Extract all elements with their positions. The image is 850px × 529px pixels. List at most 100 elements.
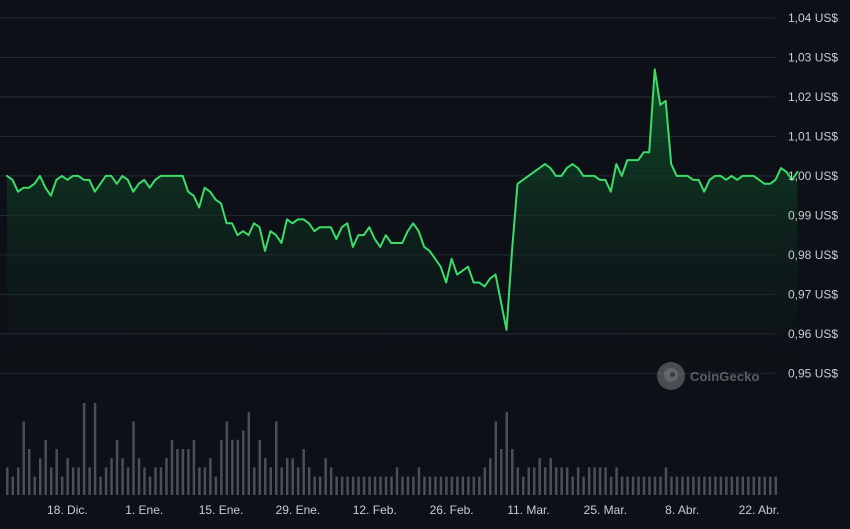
- x-tick-label: 26. Feb.: [430, 503, 474, 517]
- volume-bar: [681, 476, 684, 495]
- volume-bar: [269, 467, 272, 495]
- volume-bar: [93, 403, 97, 495]
- volume-bar: [165, 458, 168, 495]
- volume-bar: [505, 412, 509, 495]
- volume-bar: [725, 476, 728, 495]
- x-tick-label: 22. Abr.: [739, 503, 780, 517]
- volume-bar: [582, 476, 585, 495]
- volume-bar: [560, 467, 563, 495]
- volume-bar: [307, 467, 311, 495]
- volume-bar: [335, 476, 338, 495]
- volume-bar: [247, 412, 251, 495]
- price-line[interactable]: [6, 68, 799, 331]
- coingecko-watermark: CoinGecko: [657, 362, 760, 390]
- volume-bar: [154, 467, 157, 495]
- y-tick-label: 1,03 US$: [788, 50, 838, 64]
- volume-bar: [549, 458, 552, 495]
- volume-bar: [736, 476, 739, 495]
- volume-bar: [598, 467, 602, 495]
- x-tick-label: 11. Mar.: [507, 503, 549, 517]
- volume-bar: [494, 421, 498, 495]
- volume-bar: [170, 439, 174, 495]
- y-tick-label: 1,00 US$: [788, 169, 838, 183]
- volume-bar: [11, 476, 14, 495]
- volume-bar: [758, 476, 761, 495]
- volume-bar: [88, 467, 91, 495]
- volume-bar: [571, 476, 574, 495]
- x-tick-label: 25. Mar.: [584, 503, 627, 517]
- volume-bar: [104, 467, 108, 495]
- volume-bar: [637, 476, 640, 495]
- price-line-group[interactable]: [6, 68, 799, 331]
- volume-bar: [456, 476, 459, 495]
- volume-bar: [192, 439, 196, 495]
- x-tick-label: 8. Abr.: [665, 503, 699, 517]
- volume-bar: [351, 476, 355, 495]
- volume-bar: [670, 476, 673, 495]
- watermark-text: CoinGecko: [690, 368, 760, 384]
- volume-bar: [66, 458, 69, 495]
- volume-bar: [264, 458, 267, 495]
- volume-bar: [296, 467, 300, 495]
- volume-bar: [769, 476, 772, 495]
- y-tick-label: 0,96 US$: [788, 327, 838, 341]
- volume-bar: [110, 458, 113, 495]
- volume-bar: [489, 458, 492, 495]
- volume-bar: [516, 467, 520, 495]
- volume-bar: [741, 476, 745, 495]
- volume-bar: [412, 476, 415, 495]
- volume-bar: [115, 439, 119, 495]
- volume-bar: [675, 476, 679, 495]
- volume-bar: [77, 467, 80, 495]
- volume-bar: [390, 476, 393, 495]
- volume-bar: [6, 467, 9, 495]
- x-tick-label: 29. Ene.: [276, 503, 321, 517]
- volume-bar: [719, 476, 723, 495]
- volume-bar: [417, 467, 421, 495]
- volume-bar: [253, 467, 256, 495]
- x-tick-label: 12. Feb.: [353, 503, 397, 517]
- volume-bar: [176, 449, 179, 495]
- volume-bar: [472, 476, 476, 495]
- volume-bar: [181, 449, 185, 495]
- volume-bar: [384, 476, 388, 495]
- volume-bar: [143, 467, 146, 495]
- volume-bar: [763, 476, 767, 495]
- volume-bar: [543, 467, 547, 495]
- volume-bar: [659, 476, 662, 495]
- volume-bar: [187, 449, 190, 495]
- x-tick-label: 15. Ene.: [199, 503, 244, 517]
- y-axis-labels: 1,04 US$ 1,03 US$ 1,02 US$ 1,01 US$ 1,00 US$…: [788, 11, 838, 380]
- volume-bar: [220, 439, 223, 495]
- volume-bar: [686, 476, 690, 495]
- volume-bar: [137, 458, 141, 495]
- volume-bar: [708, 476, 712, 495]
- volume-bar: [340, 476, 344, 495]
- volume-bar: [461, 476, 465, 495]
- volume-bar: [324, 458, 327, 495]
- volume-bar: [615, 467, 618, 495]
- volume-bar: [478, 476, 481, 495]
- volume-bar: [538, 458, 541, 495]
- volume-bar: [554, 467, 558, 495]
- volume-bar: [99, 476, 102, 495]
- volume-bar: [357, 476, 360, 495]
- volume-bar: [434, 476, 437, 495]
- x-tick-label: 18. Dic.: [47, 503, 88, 517]
- x-tick-label: 1. Ene.: [125, 503, 163, 517]
- y-tick-label: 1,04 US$: [788, 11, 838, 25]
- volume-bar: [653, 476, 657, 495]
- volume-bar: [214, 476, 218, 495]
- volume-bar: [302, 449, 305, 495]
- volume-bar: [395, 467, 399, 495]
- volume-bar: [203, 467, 207, 495]
- volume-bar: [242, 430, 245, 495]
- y-tick-label: 0,97 US$: [788, 287, 838, 301]
- volume-bar: [747, 476, 750, 495]
- y-tick-label: 1,02 US$: [788, 90, 838, 104]
- volume-bar: [44, 439, 47, 495]
- y-tick-label: 0,95 US$: [788, 366, 838, 380]
- volume-bar: [275, 421, 278, 495]
